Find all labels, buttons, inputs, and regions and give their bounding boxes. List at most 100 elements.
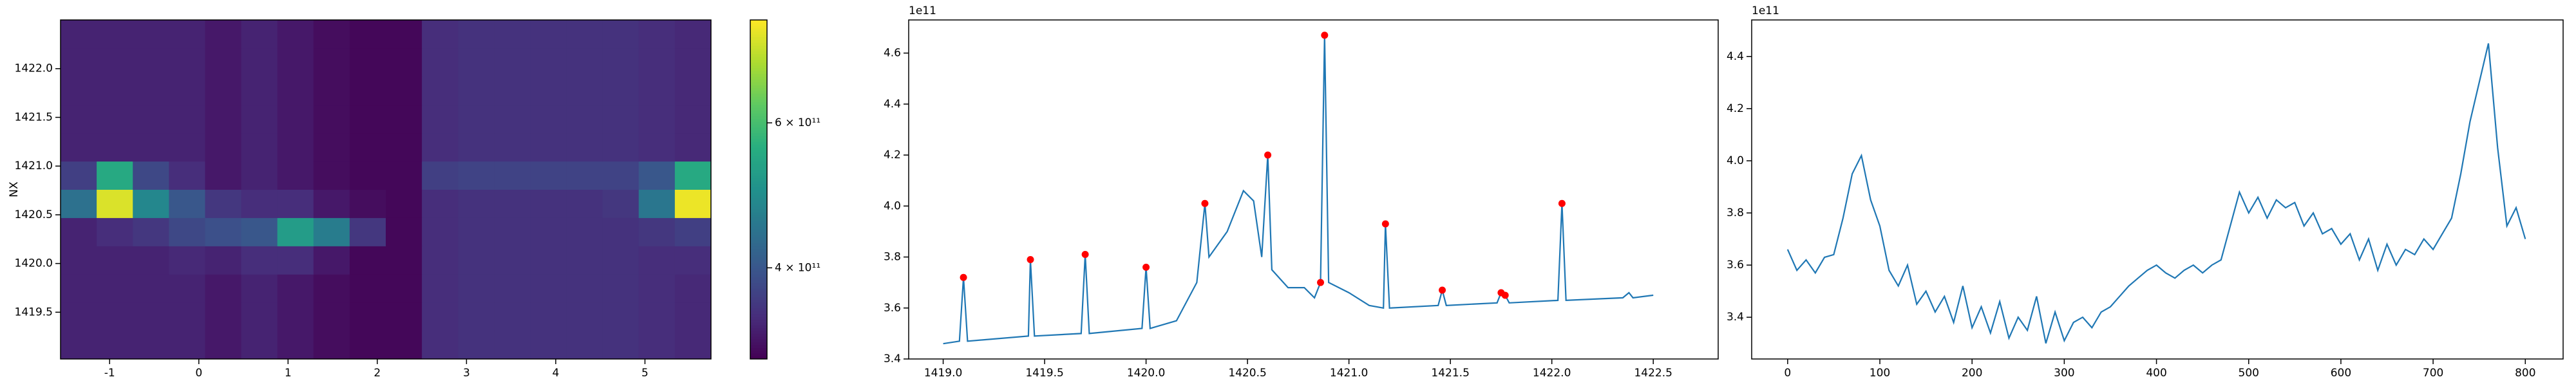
heatmap-cell	[602, 161, 639, 190]
heatmap-cell	[277, 274, 314, 303]
colorbar-step	[750, 183, 767, 187]
axes-frame	[908, 19, 1719, 360]
heatmap-cell	[169, 48, 205, 77]
heatmap-cell	[602, 331, 639, 360]
heatmap-cell	[133, 133, 169, 162]
heatmap-cell	[97, 76, 133, 106]
heatmap-cell	[566, 302, 603, 331]
heatmap-cell	[422, 217, 459, 246]
heatmap-cell	[674, 331, 712, 360]
colorbar-step	[750, 313, 767, 317]
colorbar-step	[750, 85, 767, 88]
heatmap-cell	[422, 246, 459, 275]
heatmap-cell	[61, 331, 97, 360]
heatmap-cell	[494, 20, 531, 49]
colorbar-step	[750, 277, 767, 280]
heatmap-cell	[277, 331, 314, 360]
heatmap-cell	[205, 48, 242, 77]
colorbar-step	[750, 342, 767, 345]
colorbar-step	[750, 237, 767, 241]
heatmap-cell	[61, 161, 97, 190]
peak-marker	[1558, 199, 1566, 207]
offset-label: 1e11	[909, 5, 936, 17]
colorbar-step	[750, 240, 767, 244]
heatmap-cell	[61, 76, 97, 106]
colorbar-step	[750, 31, 767, 35]
peak-marker	[1081, 251, 1089, 259]
heatmap-cell	[602, 274, 639, 303]
heatmap-cell	[638, 133, 676, 162]
heatmap-cell	[349, 133, 386, 162]
heatmap-cell	[386, 76, 422, 106]
heatmap-cell	[133, 104, 169, 134]
peak-marker	[1027, 255, 1034, 263]
heatmap-cell	[674, 20, 712, 49]
heatmap-cell	[602, 246, 639, 275]
heatmap-cell	[349, 104, 386, 134]
heatmap-cell	[638, 20, 676, 49]
peak-marker	[1142, 263, 1150, 271]
heatmap-cell	[169, 302, 205, 331]
y-tick-label: 4.4	[884, 98, 901, 111]
colorbar-step	[750, 104, 767, 108]
heatmap-cell	[422, 331, 459, 360]
heatmap-cell	[97, 331, 133, 360]
colorbar-step	[750, 285, 767, 289]
heatmap-cell	[530, 274, 567, 303]
heatmap-cell	[422, 48, 459, 77]
y-tick-label: 4.2	[1727, 102, 1744, 115]
heatmap-cell	[386, 133, 422, 162]
heatmap-cell	[458, 331, 495, 360]
heatmap-cell	[313, 133, 350, 162]
y-tick-label: 3.6	[1727, 259, 1744, 271]
heatmap-cell	[566, 76, 603, 106]
heatmap-cell	[566, 331, 603, 360]
x-tick-label: -1	[104, 367, 115, 380]
colorbar-step	[750, 169, 767, 173]
heatmap-cell	[422, 161, 459, 190]
heatmap-cell	[313, 76, 350, 106]
heatmap-cell	[241, 133, 278, 162]
heatmap-cell	[530, 161, 567, 190]
heatmap-cell	[241, 217, 278, 246]
colorbar-step	[750, 113, 767, 116]
colorbar-step	[750, 28, 767, 32]
heatmap-cell	[97, 161, 133, 190]
colorbar-step	[750, 53, 767, 57]
heatmap-cell	[277, 189, 314, 218]
heatmap-cell	[277, 104, 314, 134]
heatmap-cell	[674, 104, 712, 134]
heatmap-cell	[458, 133, 495, 162]
y-tick-label: 4.0	[884, 199, 901, 212]
peak-marker	[960, 273, 967, 281]
heatmap-cell	[638, 104, 676, 134]
heatmap-cell	[133, 48, 169, 77]
heatmap-cell	[349, 302, 386, 331]
heatmap-cell	[349, 76, 386, 106]
heatmap-cell	[566, 133, 603, 162]
colorbar-step	[750, 268, 767, 272]
x-tick-label: 1421.0	[1330, 367, 1368, 380]
peak-marker	[1264, 151, 1272, 159]
y-tick-label: 1419.5	[15, 306, 53, 318]
heatmap-cell	[277, 217, 314, 246]
heatmap-cell	[169, 274, 205, 303]
heatmap-cell	[494, 104, 531, 134]
colorbar-step	[750, 217, 767, 221]
colorbar-step	[750, 280, 767, 283]
colorbar-step	[750, 356, 767, 360]
heatmap-cell	[566, 217, 603, 246]
heatmap-cell	[530, 331, 567, 360]
heatmap-cell	[313, 331, 350, 360]
colorbar-step	[750, 327, 767, 331]
heatmap-cell	[674, 48, 712, 77]
heatmap-cell	[277, 76, 314, 106]
colorbar-step	[750, 93, 767, 97]
heatmap-cell	[169, 246, 205, 275]
heatmap-cell	[97, 133, 133, 162]
heatmap-cell	[458, 48, 495, 77]
heatmap-cell	[169, 133, 205, 162]
colorbar-step	[750, 345, 767, 348]
y-tick-label: 1421.0	[15, 160, 53, 172]
